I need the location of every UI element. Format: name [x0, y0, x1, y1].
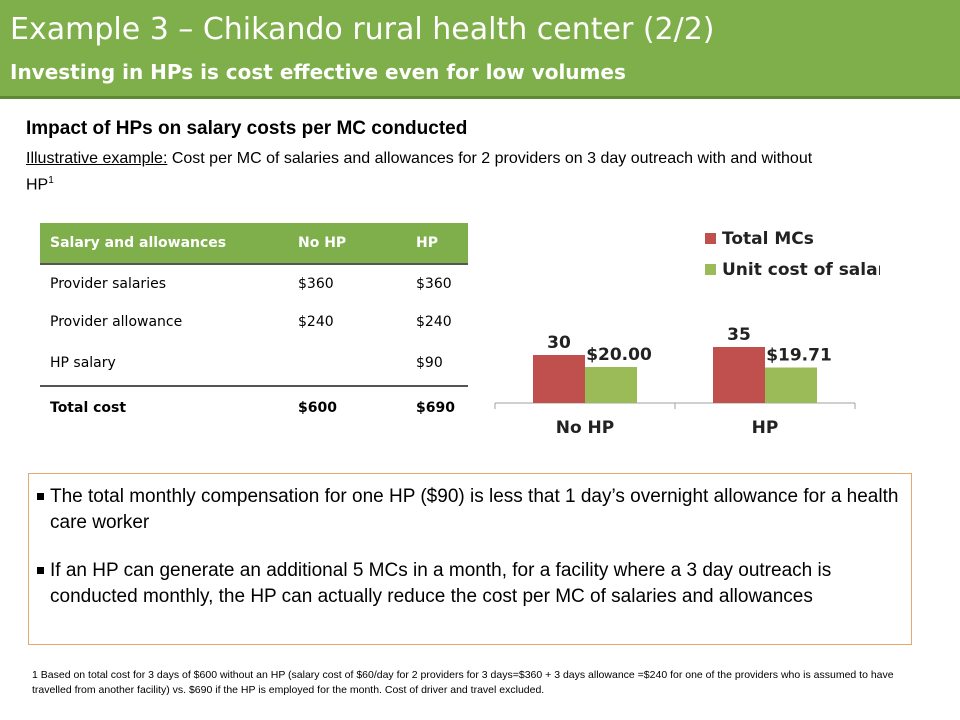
total-cell: $600	[288, 385, 406, 429]
legend-label: Total MCs	[722, 229, 814, 249]
table-row: HP salary $90	[40, 341, 468, 386]
bullet-text: If an HP can generate an additional 5 MC…	[50, 560, 832, 607]
table-cell: Provider salaries	[50, 276, 166, 292]
bar-unit-cost	[585, 367, 637, 403]
bullet-text: The total monthly compensation for one H…	[50, 486, 899, 533]
table-total-row: Total cost $600 $690	[40, 385, 468, 429]
table-cell: $360	[298, 276, 334, 292]
legend-swatch	[705, 233, 716, 244]
header-cell: HP	[406, 223, 468, 265]
bar-total-mcs	[713, 347, 765, 403]
slide-title: Example 3 – Chikando rural health center…	[10, 12, 715, 47]
total-cell: $690	[406, 385, 468, 429]
bar-chart: 30 $20.00 No HP 35 $19.71 HP Total MCs Unit cos…	[494, 229, 880, 438]
table-row: Provider salaries $360 $360	[40, 264, 468, 303]
table-cell: $240	[298, 314, 334, 330]
cost-table: Salary and allowances No HP HP Provider …	[40, 223, 468, 429]
table-cell: HP salary	[50, 355, 116, 371]
legend-label: Unit cost of salaries	[722, 260, 880, 280]
x-tick-label: No HP	[556, 418, 615, 438]
footnote: 1 Based on total cost for 3 days of $600…	[32, 669, 894, 696]
bar-unit-cost	[765, 367, 817, 403]
table-cell: $240	[416, 314, 452, 330]
table-row: Provider allowance $240 $240	[40, 303, 468, 341]
footnote-marker: 1	[48, 175, 54, 186]
key-points-box: The total monthly compensation for one H…	[28, 473, 912, 645]
x-tick-label: HP	[752, 418, 779, 438]
data-label: 30	[547, 333, 571, 353]
section-heading: Impact of HPs on salary costs per MC con…	[26, 118, 468, 139]
section-description: Illustrative example: Cost per MC of sal…	[26, 148, 826, 196]
data-label: $19.71	[766, 346, 832, 366]
title-divider	[0, 96, 960, 99]
bar-total-mcs	[533, 355, 585, 403]
total-cell: Total cost	[40, 385, 288, 429]
table-header-row: Salary and allowances No HP HP	[40, 223, 468, 265]
table-cell: $360	[416, 276, 452, 292]
title-bar: Example 3 – Chikando rural health center…	[0, 0, 960, 99]
table-cell: $90	[416, 355, 443, 371]
header-cell: No HP	[288, 223, 406, 265]
bullet-marker	[37, 567, 44, 574]
table-cell: Provider allowance	[50, 314, 183, 330]
bullet-item: The total monthly compensation for one H…	[37, 484, 920, 536]
illustrative-label: Illustrative example:	[26, 150, 168, 167]
table-cell	[288, 341, 406, 386]
bullet-item: If an HP can generate an additional 5 MC…	[37, 558, 920, 610]
slide-subtitle: Investing in HPs is cost effective even …	[10, 60, 626, 84]
legend-swatch	[705, 264, 716, 275]
data-label: 35	[727, 325, 751, 345]
header-cell: Salary and allowances	[40, 223, 288, 265]
data-label: $20.00	[586, 345, 652, 365]
description-text: Cost per MC of salaries and allowances f…	[26, 150, 813, 194]
bullet-marker	[37, 493, 44, 500]
